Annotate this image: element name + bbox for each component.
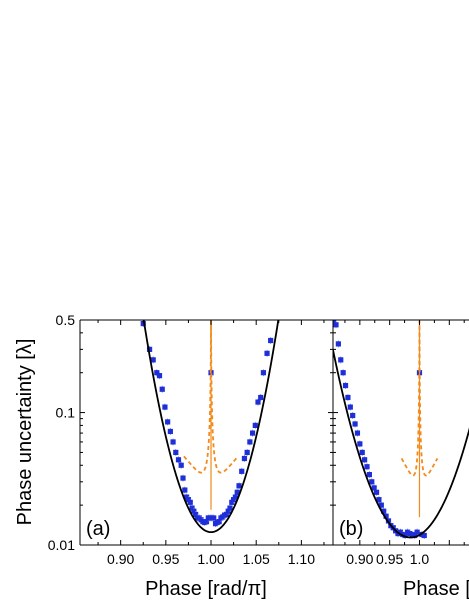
data-point — [185, 497, 192, 503]
data-point — [193, 511, 199, 518]
data-point — [352, 421, 358, 427]
data-point — [167, 428, 173, 435]
data-point — [165, 419, 171, 425]
data-point — [342, 382, 349, 389]
data-point — [402, 532, 408, 539]
panel-b-axes — [332, 319, 469, 546]
panel-b-tick-labels: 0.90 0.95 1.0 — [346, 551, 429, 567]
data-point — [414, 529, 420, 535]
data-point — [359, 449, 365, 456]
data-point — [154, 370, 160, 376]
data-point — [345, 394, 351, 401]
data-point — [347, 404, 353, 410]
data-point — [178, 462, 184, 468]
data-point — [216, 519, 222, 525]
data-point — [170, 439, 176, 445]
data-point — [225, 508, 231, 514]
data-point — [258, 394, 264, 401]
panel-b-x-axis-label: Phase [ — [403, 578, 469, 600]
x-tick-label: 0.90 — [346, 551, 373, 567]
data-point — [146, 346, 153, 352]
data-point — [140, 320, 146, 327]
data-point — [175, 457, 182, 463]
x-tick-label: 1.0 — [410, 551, 430, 567]
data-point — [255, 399, 261, 405]
data-point — [162, 404, 168, 410]
data-point — [234, 489, 240, 495]
data-point — [159, 386, 165, 392]
data-point — [173, 449, 179, 456]
data-point — [239, 468, 245, 474]
data-point — [247, 439, 253, 445]
data-point — [378, 502, 384, 508]
data-point — [371, 485, 377, 491]
data-point — [383, 513, 389, 519]
data-point — [362, 457, 368, 463]
fit-curve — [142, 320, 280, 534]
data-point — [357, 441, 363, 447]
panel-a-y-axis-label: Phase uncertainty [λ] — [14, 339, 36, 526]
data-point — [180, 475, 186, 481]
data-point — [366, 472, 372, 478]
data-point — [333, 322, 339, 328]
data-point — [191, 508, 197, 514]
panel-b-label: (b) — [339, 518, 363, 540]
data-point — [187, 499, 193, 505]
panel-a-axes — [79, 319, 334, 546]
data-point — [229, 499, 235, 505]
y-tick-label: 0.1 — [56, 405, 76, 421]
data-point — [421, 532, 427, 539]
data-point — [249, 430, 256, 436]
panel-a-marks — [140, 320, 280, 534]
data-point — [373, 489, 380, 495]
data-point — [354, 430, 361, 436]
data-point — [244, 449, 250, 456]
data-point — [203, 519, 210, 525]
x-tick-label: 0.95 — [376, 551, 403, 567]
panel-a-tick-labels: 0.90 0.95 1.00 1.05 1.10 0.01 0.1 0.5 — [48, 312, 315, 567]
data-point — [364, 464, 370, 470]
data-point — [156, 373, 163, 379]
x-tick-label: 1.05 — [243, 551, 270, 567]
panel-a-x-axis-label: Phase [rad/π] — [145, 578, 267, 600]
x-tick-label: 1.00 — [197, 551, 224, 567]
x-tick-label: 1.10 — [288, 551, 315, 567]
data-point — [252, 422, 258, 429]
data-point — [376, 497, 382, 503]
x-tick-label: 0.95 — [152, 551, 179, 567]
data-point — [232, 494, 239, 500]
panel-a-label: (a) — [86, 518, 110, 540]
data-point — [223, 511, 229, 518]
data-point — [369, 479, 375, 485]
panel-a: 0.90 0.95 1.00 1.05 1.10 0.01 0.1 0.5 (a) Phase… — [14, 312, 334, 600]
data-point — [260, 370, 267, 376]
data-point — [150, 357, 156, 363]
data-point — [264, 350, 270, 356]
data-point — [412, 532, 418, 539]
data-point — [335, 341, 341, 347]
data-point — [268, 337, 274, 344]
panel-b: 0.90 0.95 1.0 (b) Phase [ — [332, 319, 469, 600]
fit-curve — [333, 349, 469, 539]
data-point — [227, 505, 233, 511]
panel-b-marks — [333, 320, 469, 539]
x-tick-label: 0.90 — [107, 551, 134, 567]
data-point — [182, 487, 188, 493]
y-tick-label: 0.01 — [48, 537, 75, 553]
data-point — [338, 357, 344, 363]
y-tick-label: 0.5 — [56, 312, 76, 328]
data-point — [340, 370, 346, 376]
data-point — [236, 483, 242, 489]
data-point — [241, 455, 248, 462]
data-point — [350, 412, 356, 419]
data-point — [381, 508, 387, 514]
data-point — [189, 505, 195, 511]
data-point — [211, 515, 217, 521]
